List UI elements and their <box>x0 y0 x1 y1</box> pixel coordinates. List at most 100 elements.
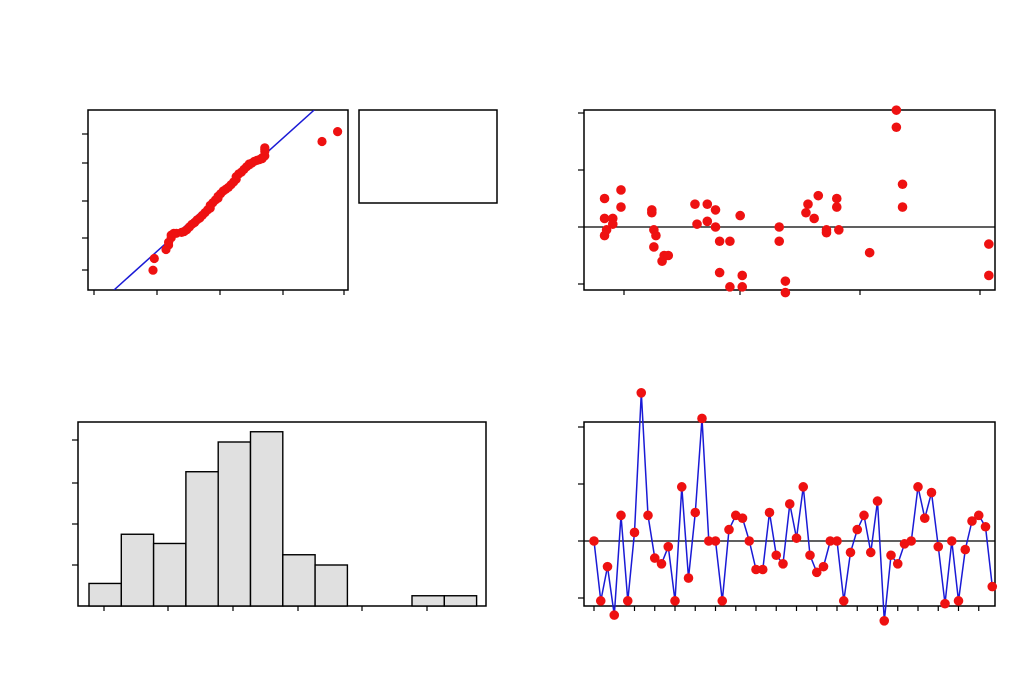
data-point <box>838 596 849 606</box>
data-point <box>616 202 626 212</box>
data-point <box>616 185 626 195</box>
histogram-bar <box>249 431 284 607</box>
data-point <box>649 242 659 252</box>
data-point <box>710 205 721 215</box>
data-point <box>663 541 674 552</box>
data-point <box>852 524 863 535</box>
data-point <box>702 199 713 209</box>
data-point <box>703 536 714 546</box>
data-point <box>702 216 713 227</box>
data-point <box>832 536 842 546</box>
data-point <box>973 510 984 521</box>
data-point <box>780 287 791 298</box>
data-point <box>601 225 612 235</box>
data-point <box>803 199 813 209</box>
data-point <box>317 136 327 147</box>
data-point <box>690 199 700 209</box>
data-point <box>984 270 994 281</box>
data-point <box>735 210 745 221</box>
data-point <box>940 598 950 609</box>
data-point <box>636 388 647 398</box>
histogram-bar <box>152 542 187 607</box>
data-point <box>725 282 735 292</box>
histogram-bar <box>282 554 316 607</box>
data-point <box>980 521 991 532</box>
data-point <box>987 581 998 592</box>
data-point <box>714 236 725 247</box>
residuals-vs-fitted-plot <box>578 105 996 298</box>
histogram-of-residuals <box>72 421 487 611</box>
histogram-bar <box>88 582 122 607</box>
data-point <box>710 536 721 546</box>
data-point <box>845 547 856 558</box>
data-point <box>333 127 343 137</box>
normal-probability-plot <box>82 109 349 295</box>
data-point <box>656 559 667 569</box>
data-point <box>897 202 908 212</box>
data-point <box>872 496 883 506</box>
histogram-bar <box>411 595 445 607</box>
data-point <box>663 250 674 261</box>
data-point <box>791 533 802 543</box>
data-point <box>622 596 633 606</box>
data-point <box>780 276 791 286</box>
data-point <box>913 482 923 492</box>
data-point <box>813 190 824 201</box>
data-point <box>676 482 687 492</box>
data-point <box>801 207 811 218</box>
data-point <box>737 270 748 281</box>
data-point <box>831 202 842 212</box>
data-point <box>960 544 971 555</box>
data-point <box>897 179 908 190</box>
data-point <box>891 105 902 115</box>
data-point <box>607 219 618 229</box>
data-point <box>599 193 610 204</box>
data-point <box>879 616 890 626</box>
data-point <box>906 536 917 546</box>
data-point <box>149 253 159 264</box>
histogram-bar <box>120 533 155 607</box>
data-point <box>710 222 721 232</box>
histogram-bar <box>185 471 219 607</box>
data-point <box>599 213 610 224</box>
data-point <box>764 507 775 518</box>
data-point <box>629 527 640 538</box>
data-point <box>798 482 809 492</box>
histogram-bar <box>443 595 478 607</box>
legend-box <box>358 109 498 204</box>
data-point <box>805 550 815 561</box>
data-point <box>714 267 725 278</box>
data-point <box>643 510 653 521</box>
data-point <box>865 547 876 558</box>
data-point <box>859 510 869 521</box>
data-point <box>933 541 944 552</box>
data-point <box>892 559 903 569</box>
data-point <box>589 536 599 546</box>
data-point <box>751 564 761 575</box>
plot-frame <box>87 109 349 291</box>
data-point <box>651 230 661 241</box>
data-point <box>616 510 626 521</box>
histogram-bar <box>314 564 349 607</box>
data-point <box>967 516 977 526</box>
data-point <box>148 265 158 275</box>
data-point <box>595 596 606 606</box>
data-point <box>602 561 613 572</box>
data-point <box>757 564 768 575</box>
data-point <box>697 413 707 424</box>
data-point <box>771 550 782 561</box>
data-point <box>725 236 735 247</box>
data-point <box>891 122 902 133</box>
data-point <box>886 550 896 561</box>
data-point <box>818 561 829 572</box>
data-point <box>809 213 819 224</box>
data-point <box>811 567 822 578</box>
data-point <box>717 596 728 606</box>
data-point <box>683 573 694 583</box>
data-point <box>609 610 620 620</box>
data-point <box>946 536 957 546</box>
data-point <box>984 239 994 249</box>
data-point <box>834 225 844 235</box>
plot-frame <box>583 421 996 607</box>
